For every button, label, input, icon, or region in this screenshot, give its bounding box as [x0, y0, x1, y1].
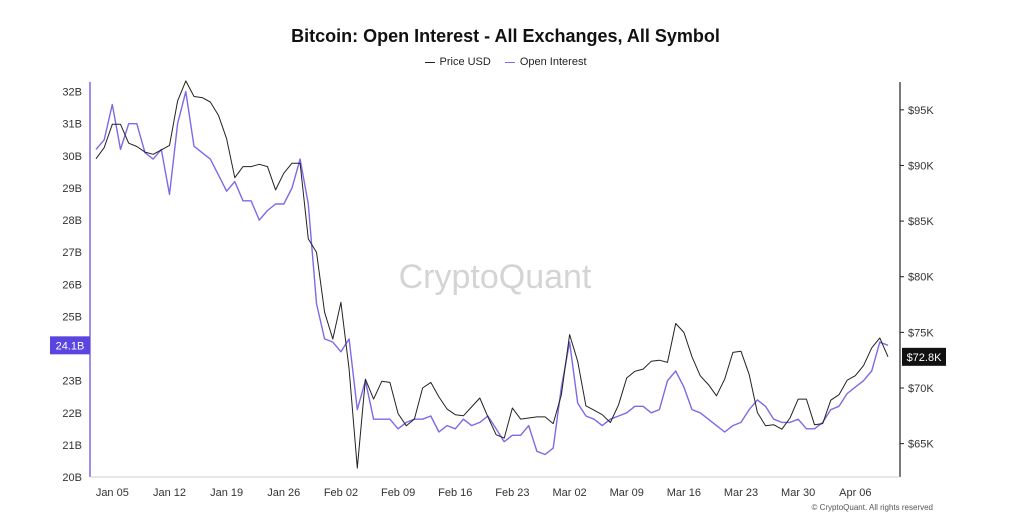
- x-tick-label: Feb 09: [381, 487, 415, 499]
- y-right-tick-label: $75K: [908, 327, 934, 339]
- y-right-tick-label: $85K: [908, 216, 934, 228]
- x-tick-label: Apr 06: [839, 487, 871, 499]
- y-right-tick-label: $95K: [908, 105, 934, 117]
- y-right-tick-label: $65K: [908, 439, 934, 451]
- badge-open-interest: [50, 336, 90, 355]
- legend-item-price[interactable]: Price USD: [424, 56, 491, 68]
- x-tick-label: Mar 02: [552, 487, 586, 499]
- x-tick-label: Mar 16: [667, 487, 701, 499]
- y-left-tick-label: 22B: [62, 408, 82, 420]
- y-left-tick-label: 30B: [62, 151, 82, 163]
- y-left-tick-label: 23B: [62, 376, 82, 388]
- axes: 20B21B22B23B24B25B26B27B28B29B30B31B32B$…: [62, 82, 934, 499]
- watermark: CryptoQuant: [399, 258, 592, 296]
- x-tick-label: Jan 05: [96, 487, 129, 499]
- x-tick-label: Jan 26: [267, 487, 300, 499]
- badge-price-label: $72.8K: [907, 352, 943, 364]
- chart-title: Bitcoin: Open Interest - All Exchanges, …: [291, 26, 720, 46]
- series-line-price: [95, 80, 889, 469]
- legend-label-oi: Open Interest: [519, 56, 587, 68]
- y-left-tick-label: 32B: [62, 87, 82, 99]
- series-lines: [95, 80, 889, 469]
- y-left-tick-label: 26B: [62, 279, 82, 291]
- y-left-tick-label: 20B: [62, 472, 82, 484]
- x-tick-label: Mar 30: [781, 487, 815, 499]
- x-tick-label: Feb 16: [438, 487, 472, 499]
- current-value-badges: 24.1B $72.8K: [50, 336, 946, 366]
- x-tick-label: Jan 19: [210, 487, 243, 499]
- legend-swatch-price: [424, 61, 435, 63]
- y-left-tick-label: 25B: [62, 311, 82, 323]
- legend-item-oi[interactable]: Open Interest: [504, 56, 587, 68]
- legend: Price USD Open Interest: [0, 56, 1011, 68]
- y-right-tick-label: $80K: [908, 272, 934, 284]
- badge-price: [902, 347, 946, 366]
- y-left-tick-label: 21B: [62, 440, 82, 452]
- credit: © CryptoQuant. All rights reserved: [811, 503, 934, 512]
- legend-swatch-oi: [504, 61, 515, 63]
- series-line-open-interest: [95, 90, 889, 456]
- x-tick-label: Feb 23: [495, 487, 529, 499]
- y-right-tick-label: $70K: [908, 383, 934, 395]
- badge-open-interest-label: 24.1B: [56, 340, 85, 352]
- x-tick-label: Jan 12: [153, 487, 186, 499]
- y-left-tick-label: 28B: [62, 215, 82, 227]
- legend-label-price: Price USD: [439, 56, 491, 68]
- x-tick-label: Feb 02: [324, 487, 358, 499]
- x-tick-label: Mar 23: [724, 487, 758, 499]
- y-left-tick-label: 29B: [62, 183, 82, 195]
- x-tick-label: Mar 09: [610, 487, 644, 499]
- y-left-tick-label: 27B: [62, 247, 82, 259]
- y-right-tick-label: $90K: [908, 160, 934, 172]
- y-left-tick-label: 31B: [62, 119, 82, 131]
